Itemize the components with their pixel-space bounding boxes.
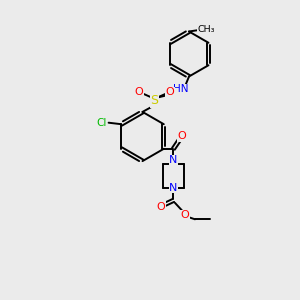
Text: O: O: [177, 131, 186, 141]
Text: HN: HN: [173, 84, 188, 94]
Text: O: O: [134, 87, 143, 97]
Text: N: N: [169, 155, 178, 165]
Text: CH₃: CH₃: [197, 26, 214, 34]
Text: O: O: [156, 202, 165, 212]
Text: O: O: [166, 87, 175, 97]
Text: Cl: Cl: [97, 118, 107, 128]
Text: N: N: [169, 183, 178, 193]
Text: S: S: [151, 94, 158, 107]
Text: O: O: [180, 210, 189, 220]
